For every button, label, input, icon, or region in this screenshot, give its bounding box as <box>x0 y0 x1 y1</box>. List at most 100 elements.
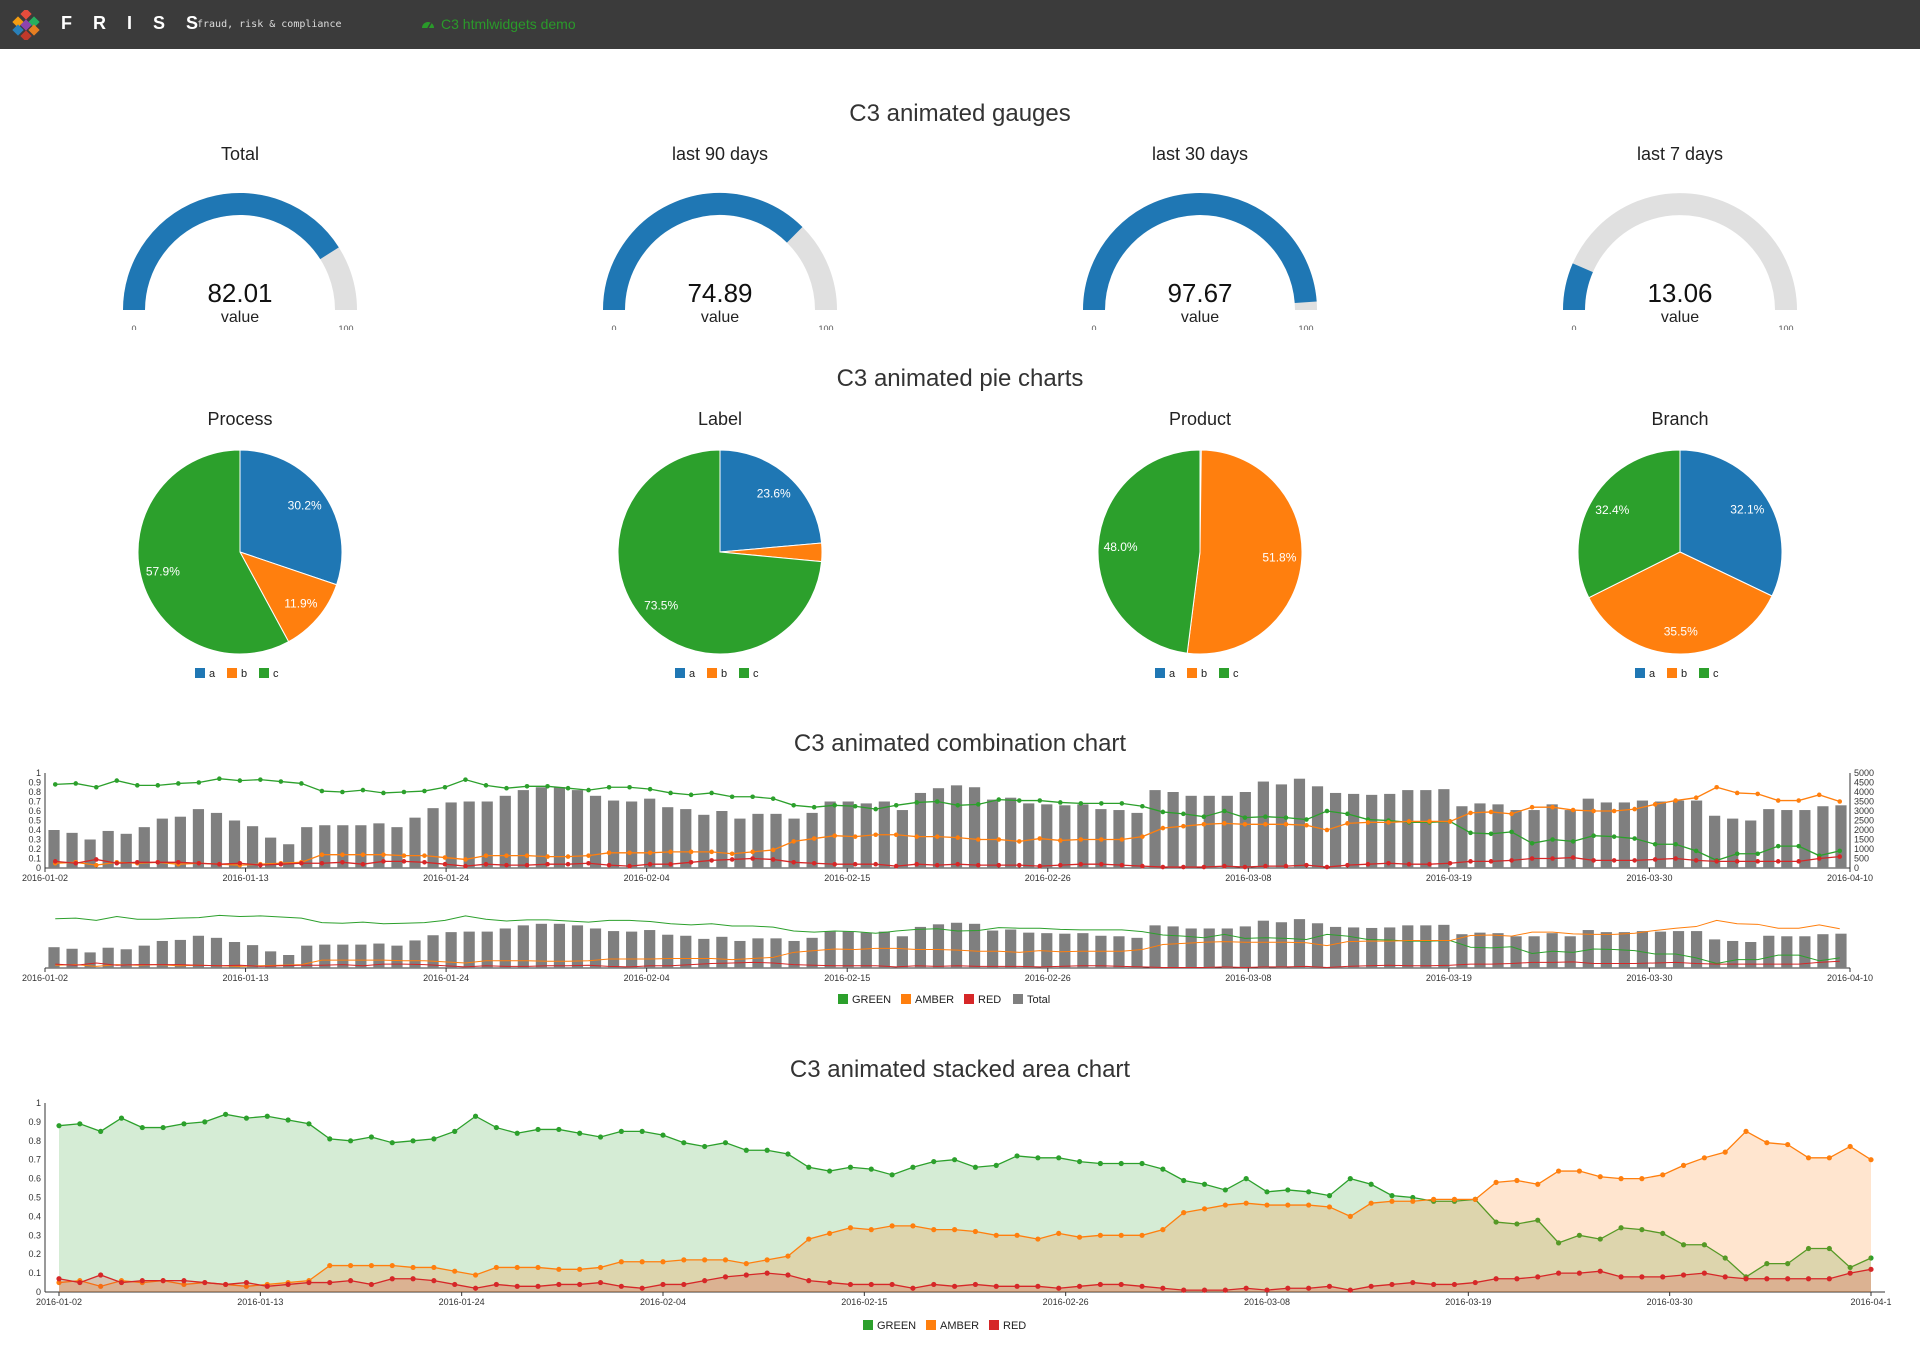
combo-green-point <box>1796 843 1802 849</box>
subchart-x-tick-label: 2016-03-08 <box>1225 973 1271 983</box>
combo-green-point <box>893 803 899 808</box>
combo-red-point <box>1181 864 1186 870</box>
combo-green-point <box>176 781 181 786</box>
subchart-total-bar <box>1167 926 1179 968</box>
combo-red-point <box>1570 855 1576 860</box>
combo-amber-point <box>1242 822 1248 827</box>
combo-y-tick-label: 0.3 <box>28 835 41 845</box>
area-green-point <box>1160 1166 1166 1172</box>
combo-total-bar <box>463 801 475 868</box>
combo-amber-point <box>1160 825 1166 831</box>
area-green-point <box>1181 1177 1187 1184</box>
combo-green-point <box>1222 808 1227 814</box>
combo-red-point <box>709 858 714 863</box>
area-green-point <box>1660 1230 1666 1237</box>
area-red-point <box>1222 1287 1228 1293</box>
combo-amber-point <box>1796 798 1802 803</box>
combo-green-point <box>955 803 961 808</box>
area-red-point <box>139 1278 145 1284</box>
combo-total-bar <box>1546 804 1558 868</box>
area-legend-swatch <box>863 1320 873 1330</box>
combo-green-point <box>93 784 99 790</box>
combo-total-bar <box>1023 803 1035 868</box>
gauge-background-arc <box>1563 193 1797 311</box>
area-green-point <box>514 1130 520 1136</box>
area-green-point <box>889 1172 895 1178</box>
combo-total-bar <box>535 787 547 868</box>
combo-amber-point <box>1099 837 1104 842</box>
combination-chart[interactable]: 00.10.20.30.40.50.60.70.80.9105001000150… <box>0 760 1920 1010</box>
area-red-point <box>1618 1274 1624 1280</box>
combo-green-point <box>278 779 284 784</box>
combo-green-point <box>996 797 1002 802</box>
combo-total-bar <box>48 830 60 868</box>
combo-amber-point <box>709 849 714 855</box>
area-x-tick-label: 2016-02-15 <box>841 1297 887 1307</box>
area-green-point <box>1056 1155 1062 1161</box>
area-green-point <box>98 1128 104 1134</box>
area-red-point <box>722 1274 729 1280</box>
combo-total-bar <box>1005 797 1017 868</box>
combo-total-bar <box>1402 790 1414 868</box>
area-amber-point <box>1722 1149 1728 1155</box>
area-red-point <box>1660 1274 1666 1280</box>
combo-green-point <box>237 778 243 783</box>
combo-y-tick-label: 0.9 <box>28 778 41 788</box>
combo-red-point <box>1283 863 1289 869</box>
combo-amber-point <box>1427 819 1432 824</box>
combo-total-bar <box>1293 778 1306 868</box>
subchart-total-bar <box>1582 930 1594 968</box>
combo-amber-point <box>873 832 879 838</box>
area-green-point <box>1764 1261 1770 1267</box>
combo-total-bar <box>968 787 981 868</box>
combo-section-title: C3 animated combination chart <box>793 730 1127 757</box>
combo-y-tick-label: 0.4 <box>28 825 41 835</box>
combo-green-point <box>1263 814 1268 819</box>
area-y-tick-label: 0.1 <box>28 1268 41 1278</box>
area-y-tick-label: 0.5 <box>28 1193 41 1203</box>
combo-red-point <box>627 863 632 869</box>
area-red-point <box>1576 1270 1583 1276</box>
area-y-tick-label: 1 <box>36 1098 41 1108</box>
combo-amber-point <box>1734 790 1740 796</box>
combo-green-point <box>1140 803 1145 809</box>
area-red-point <box>889 1281 895 1288</box>
area-amber-point <box>243 1283 250 1289</box>
combo-green-point <box>1078 801 1084 806</box>
combo-amber-point <box>770 847 776 853</box>
subchart-total-bar <box>1420 925 1432 968</box>
area-amber-point <box>806 1236 812 1242</box>
pie-slice-label: 48.0% <box>1104 540 1138 554</box>
combo-green-point <box>1037 798 1043 803</box>
area-green-point <box>1514 1221 1520 1227</box>
subchart-total-bar <box>932 924 945 968</box>
nav-link-c3-demo[interactable]: C3 htmlwidgets demo <box>421 16 576 32</box>
area-legend-label: RED <box>1003 1320 1026 1332</box>
combo-amber-point <box>1037 836 1043 841</box>
combo-red-point <box>93 857 99 862</box>
stacked-area-chart[interactable]: 0 0.1 0.2 0.3 0.4 0.5 0.6 0.7 0.8 0.9 1 2016-01-02 2… <box>0 1090 1920 1340</box>
subchart-total-bar <box>1384 927 1396 968</box>
combo-red-point <box>770 857 776 862</box>
combo-total-bar <box>1366 794 1378 868</box>
combo-green-point <box>1283 815 1289 820</box>
subchart-total-bar <box>174 939 186 968</box>
subchart-total-bar <box>1402 925 1414 968</box>
pie-legend-label: a <box>1169 668 1176 680</box>
subchart-total-bar <box>1023 932 1035 968</box>
combo-red-point <box>196 860 202 866</box>
subchart-total-bar <box>968 923 981 968</box>
area-red-point <box>1555 1270 1562 1276</box>
brand-name[interactable]: F R I S S <box>61 13 207 33</box>
subchart-total-bar <box>156 940 168 968</box>
friss-logo-icon[interactable] <box>11 10 41 40</box>
pie-slice-c <box>1577 449 1681 599</box>
combo-green-point <box>1550 837 1555 842</box>
area-amber-point <box>1451 1196 1458 1202</box>
area-green-point <box>681 1140 687 1146</box>
combo-amber-point <box>1447 819 1453 824</box>
combo-total-bar <box>427 808 439 868</box>
area-green-point <box>556 1126 562 1133</box>
subchart-total-bar <box>878 931 890 968</box>
area-red-point <box>827 1279 833 1286</box>
